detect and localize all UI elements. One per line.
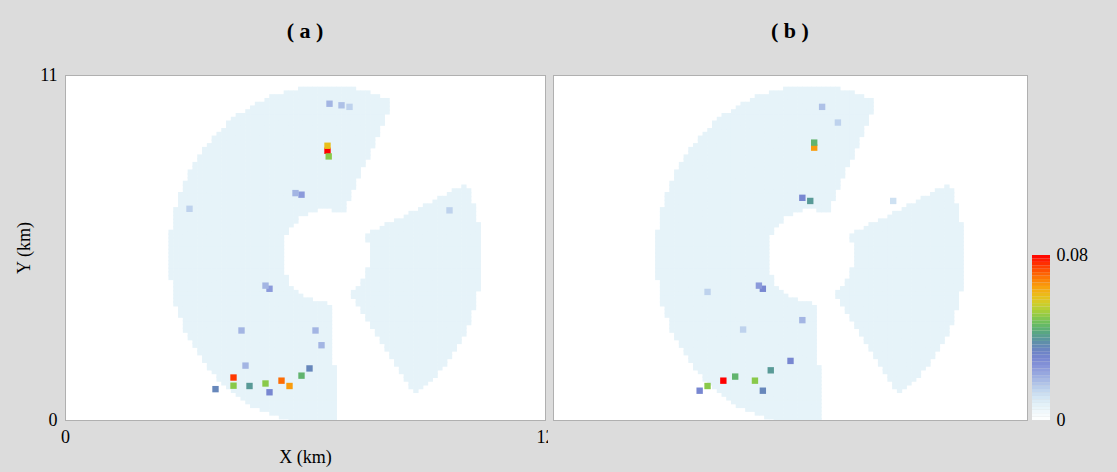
- svg-text:11: 11: [40, 65, 57, 85]
- svg-text:0: 0: [1057, 410, 1066, 430]
- html-text:( a ): ( a ): [286, 18, 324, 43]
- svg-text:0: 0: [61, 427, 70, 447]
- svg-text:X (km): X (km): [279, 447, 332, 468]
- svg-text:0: 0: [49, 410, 58, 430]
- html-text:( b ): ( b ): [771, 18, 809, 43]
- svg-text:12: 12: [537, 427, 549, 447]
- svg-text:0.08: 0.08: [1057, 245, 1089, 265]
- svg-text:Y (km): Y (km): [14, 222, 35, 274]
